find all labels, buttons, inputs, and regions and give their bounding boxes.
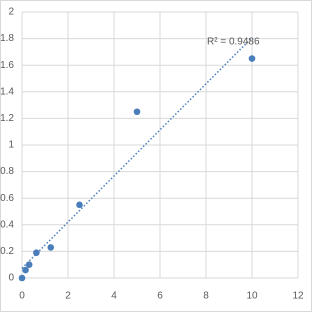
- data-point: [47, 244, 55, 251]
- y-tick-label: 1.4: [0, 86, 14, 97]
- x-tick-label: 6: [157, 291, 163, 302]
- chart-border: [0, 0, 312, 312]
- x-tick-label: 4: [111, 291, 117, 302]
- y-tick-label: 0.4: [0, 219, 14, 230]
- r-squared-annotation: R² = 0.9486: [207, 37, 260, 48]
- y-tick-label: 1.6: [0, 60, 14, 71]
- data-point: [25, 261, 33, 269]
- y-tick-label: 1.2: [0, 113, 14, 124]
- x-tick-label: 10: [246, 291, 258, 302]
- x-tick-label: 2: [65, 291, 71, 302]
- data-point: [133, 108, 141, 116]
- x-tick-label: 0: [19, 291, 25, 302]
- y-tick-label: 2: [8, 7, 14, 18]
- x-tick-label: 8: [203, 291, 209, 302]
- y-tick-label: 0.2: [0, 246, 14, 257]
- data-point: [33, 249, 40, 257]
- x-tick-label: 12: [292, 291, 304, 302]
- data-point: [248, 55, 256, 62]
- chart: R² = 0.9486 0 0.2 0.4 0.6 0.8 1 1.2 1.4 1.6 1.8 2 0…: [0, 0, 312, 312]
- y-tick-label: 1: [8, 140, 14, 151]
- data-point: [18, 274, 26, 282]
- data-point: [22, 266, 29, 274]
- data-point: [76, 201, 83, 209]
- y-tick-label: 0: [8, 273, 14, 284]
- y-tick-label: 0.6: [0, 193, 14, 204]
- y-tick-label: 1.8: [0, 33, 14, 44]
- y-tick-label: 0.8: [0, 166, 14, 177]
